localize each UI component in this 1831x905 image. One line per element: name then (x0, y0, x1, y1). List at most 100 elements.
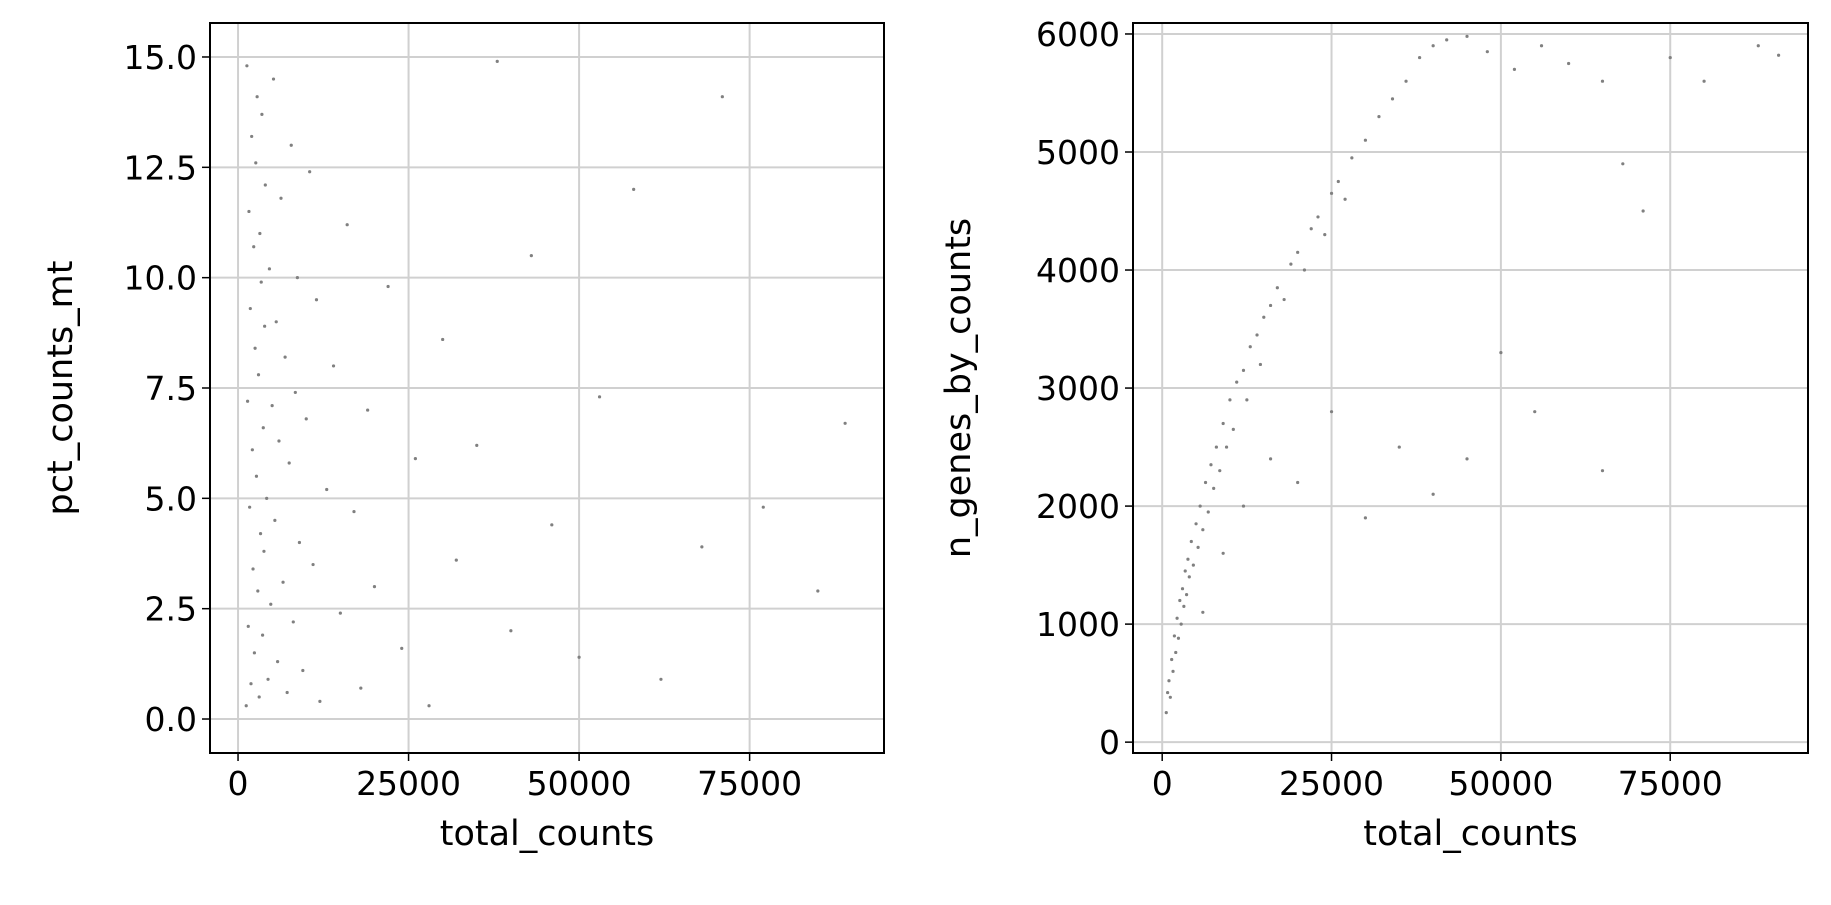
point (1218, 469, 1222, 473)
point (1336, 179, 1340, 184)
point (254, 161, 258, 165)
point (441, 337, 445, 342)
point (1499, 351, 1503, 355)
point (366, 408, 370, 412)
point (475, 443, 479, 447)
point (577, 655, 581, 659)
point (304, 417, 308, 421)
point (720, 95, 724, 99)
x-axis-label: total_counts (1363, 814, 1578, 854)
point (256, 373, 261, 377)
point (253, 346, 257, 350)
point (245, 399, 250, 403)
point (260, 112, 264, 116)
point (359, 686, 363, 690)
point (250, 448, 254, 452)
point (1191, 563, 1195, 567)
point (1275, 286, 1279, 290)
point (1231, 427, 1235, 431)
point (352, 509, 356, 514)
point (1179, 622, 1183, 626)
x-tick-label: 50000 (1448, 764, 1553, 803)
y-tick-label: 2000 (1036, 487, 1120, 526)
point (1221, 421, 1225, 426)
point (279, 196, 283, 200)
y-tick-label: 15.0 (124, 38, 197, 77)
point (700, 545, 704, 549)
point (1182, 604, 1186, 609)
point (1343, 197, 1347, 201)
point (1431, 44, 1435, 48)
point (1241, 368, 1246, 372)
point (260, 633, 265, 637)
x-tick-label: 50000 (527, 764, 632, 803)
point (1172, 634, 1176, 638)
point (1268, 457, 1273, 461)
point (247, 209, 251, 214)
axes-frame (209, 22, 885, 754)
point (251, 567, 255, 571)
point (1539, 44, 1544, 48)
y-tick-label: 1000 (1036, 605, 1120, 644)
point (1600, 79, 1605, 83)
point (1166, 690, 1170, 695)
point (495, 59, 499, 63)
point (252, 245, 256, 249)
point (1168, 695, 1172, 699)
point (372, 585, 377, 589)
y-tick-label: 7.5 (145, 369, 197, 408)
point (1167, 679, 1171, 683)
point (263, 183, 267, 187)
y-tick-label: 5000 (1036, 133, 1120, 172)
point (1567, 61, 1571, 66)
x-tick-label: 0 (228, 764, 249, 803)
point (1485, 50, 1489, 54)
point (1224, 445, 1229, 449)
point (1241, 504, 1246, 508)
y-tick-label: 6000 (1036, 15, 1120, 54)
y-tick-label: 5.0 (145, 479, 197, 518)
point (843, 421, 847, 425)
point (254, 474, 259, 478)
point (269, 602, 273, 606)
point (1189, 539, 1193, 544)
point (318, 699, 322, 703)
x-tick-label: 25000 (356, 764, 461, 803)
point (1363, 138, 1368, 142)
point (1397, 445, 1401, 449)
point (283, 355, 287, 359)
point (1465, 34, 1469, 38)
point (1221, 551, 1225, 555)
point (257, 695, 261, 699)
point (1296, 480, 1300, 485)
point (386, 284, 390, 289)
point (509, 629, 513, 633)
point (1255, 333, 1259, 337)
point (1417, 55, 1422, 60)
point (265, 496, 269, 500)
point (295, 276, 299, 280)
y-tick-label: 3000 (1036, 369, 1120, 408)
point (1316, 215, 1320, 219)
point (1390, 97, 1395, 101)
y-tick-label: 0.0 (145, 700, 197, 739)
point (1178, 598, 1182, 603)
point (1600, 469, 1605, 473)
point (250, 134, 254, 139)
point (1235, 380, 1239, 384)
point (1176, 636, 1181, 640)
point (297, 540, 302, 545)
point (1309, 227, 1313, 231)
point (1323, 233, 1327, 237)
x-tick-label: 0 (1152, 764, 1173, 803)
point (273, 518, 277, 523)
point (256, 589, 260, 593)
point (1377, 114, 1381, 119)
point (1296, 250, 1300, 254)
point (258, 231, 262, 236)
point (1350, 156, 1354, 160)
point (1641, 209, 1645, 213)
y-tick-label: 12.5 (124, 148, 197, 187)
point (266, 677, 270, 681)
